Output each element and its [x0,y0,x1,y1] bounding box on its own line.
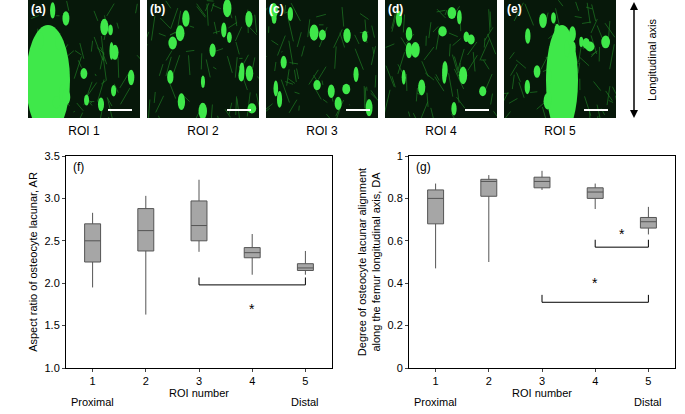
svg-text:*: * [249,301,255,317]
html-text:ROI 3: ROI 3 [306,124,338,138]
svg-text:4: 4 [249,375,255,387]
svg-text:2.5: 2.5 [45,235,60,247]
svg-text:Degree of osteocyte lacunar al: Degree of osteocyte lacunar alignmentalo… [356,168,382,356]
svg-text:3.0: 3.0 [45,192,60,204]
svg-text:Distal: Distal [634,396,662,408]
svg-text:0: 0 [397,362,403,374]
svg-text:0.6: 0.6 [388,235,403,247]
html-text:(c): (c) [269,2,284,16]
svg-text:(g): (g) [416,160,431,174]
svg-text:3.5: 3.5 [45,150,60,162]
html-text:ROI 2: ROI 2 [187,124,219,138]
svg-text:1: 1 [397,150,403,162]
svg-text:3: 3 [539,375,545,387]
svg-text:2: 2 [143,375,149,387]
svg-text:2: 2 [486,375,492,387]
svg-text:1.5: 1.5 [45,319,60,331]
svg-text:0.2: 0.2 [388,319,403,331]
html-text:ROI 5: ROI 5 [544,124,576,138]
html-text:ROI 4: ROI 4 [425,124,457,138]
svg-text:*: * [619,226,625,242]
svg-text:0.8: 0.8 [388,192,403,204]
svg-text:*: * [592,275,598,291]
html-text:(e): (e) [507,2,522,16]
svg-text:1.0: 1.0 [45,362,60,374]
svg-text:2.0: 2.0 [45,277,60,289]
svg-text:Aspect ratio of osteocyte lacu: Aspect ratio of osteocyte lacunar, AR [27,172,39,352]
svg-text:1: 1 [433,375,439,387]
svg-text:3: 3 [196,375,202,387]
svg-text:Proximal: Proximal [71,396,114,408]
svg-text:Distal: Distal [291,396,319,408]
svg-text:ROI number: ROI number [512,387,572,399]
svg-text:(f): (f) [73,160,84,174]
svg-text:1: 1 [90,375,96,387]
html-text:(a): (a) [31,2,46,16]
html-text:Longitudinal axis: Longitudinal axis [646,19,658,101]
svg-text:0.4: 0.4 [388,277,403,289]
html-text:(b): (b) [150,2,166,16]
svg-text:4: 4 [592,375,598,387]
svg-text:5: 5 [645,375,651,387]
svg-text:ROI number: ROI number [169,387,229,399]
html-text:(d): (d) [388,2,404,16]
svg-text:Proximal: Proximal [414,396,457,408]
html-text:ROI 1: ROI 1 [68,124,100,138]
svg-text:5: 5 [302,375,308,387]
